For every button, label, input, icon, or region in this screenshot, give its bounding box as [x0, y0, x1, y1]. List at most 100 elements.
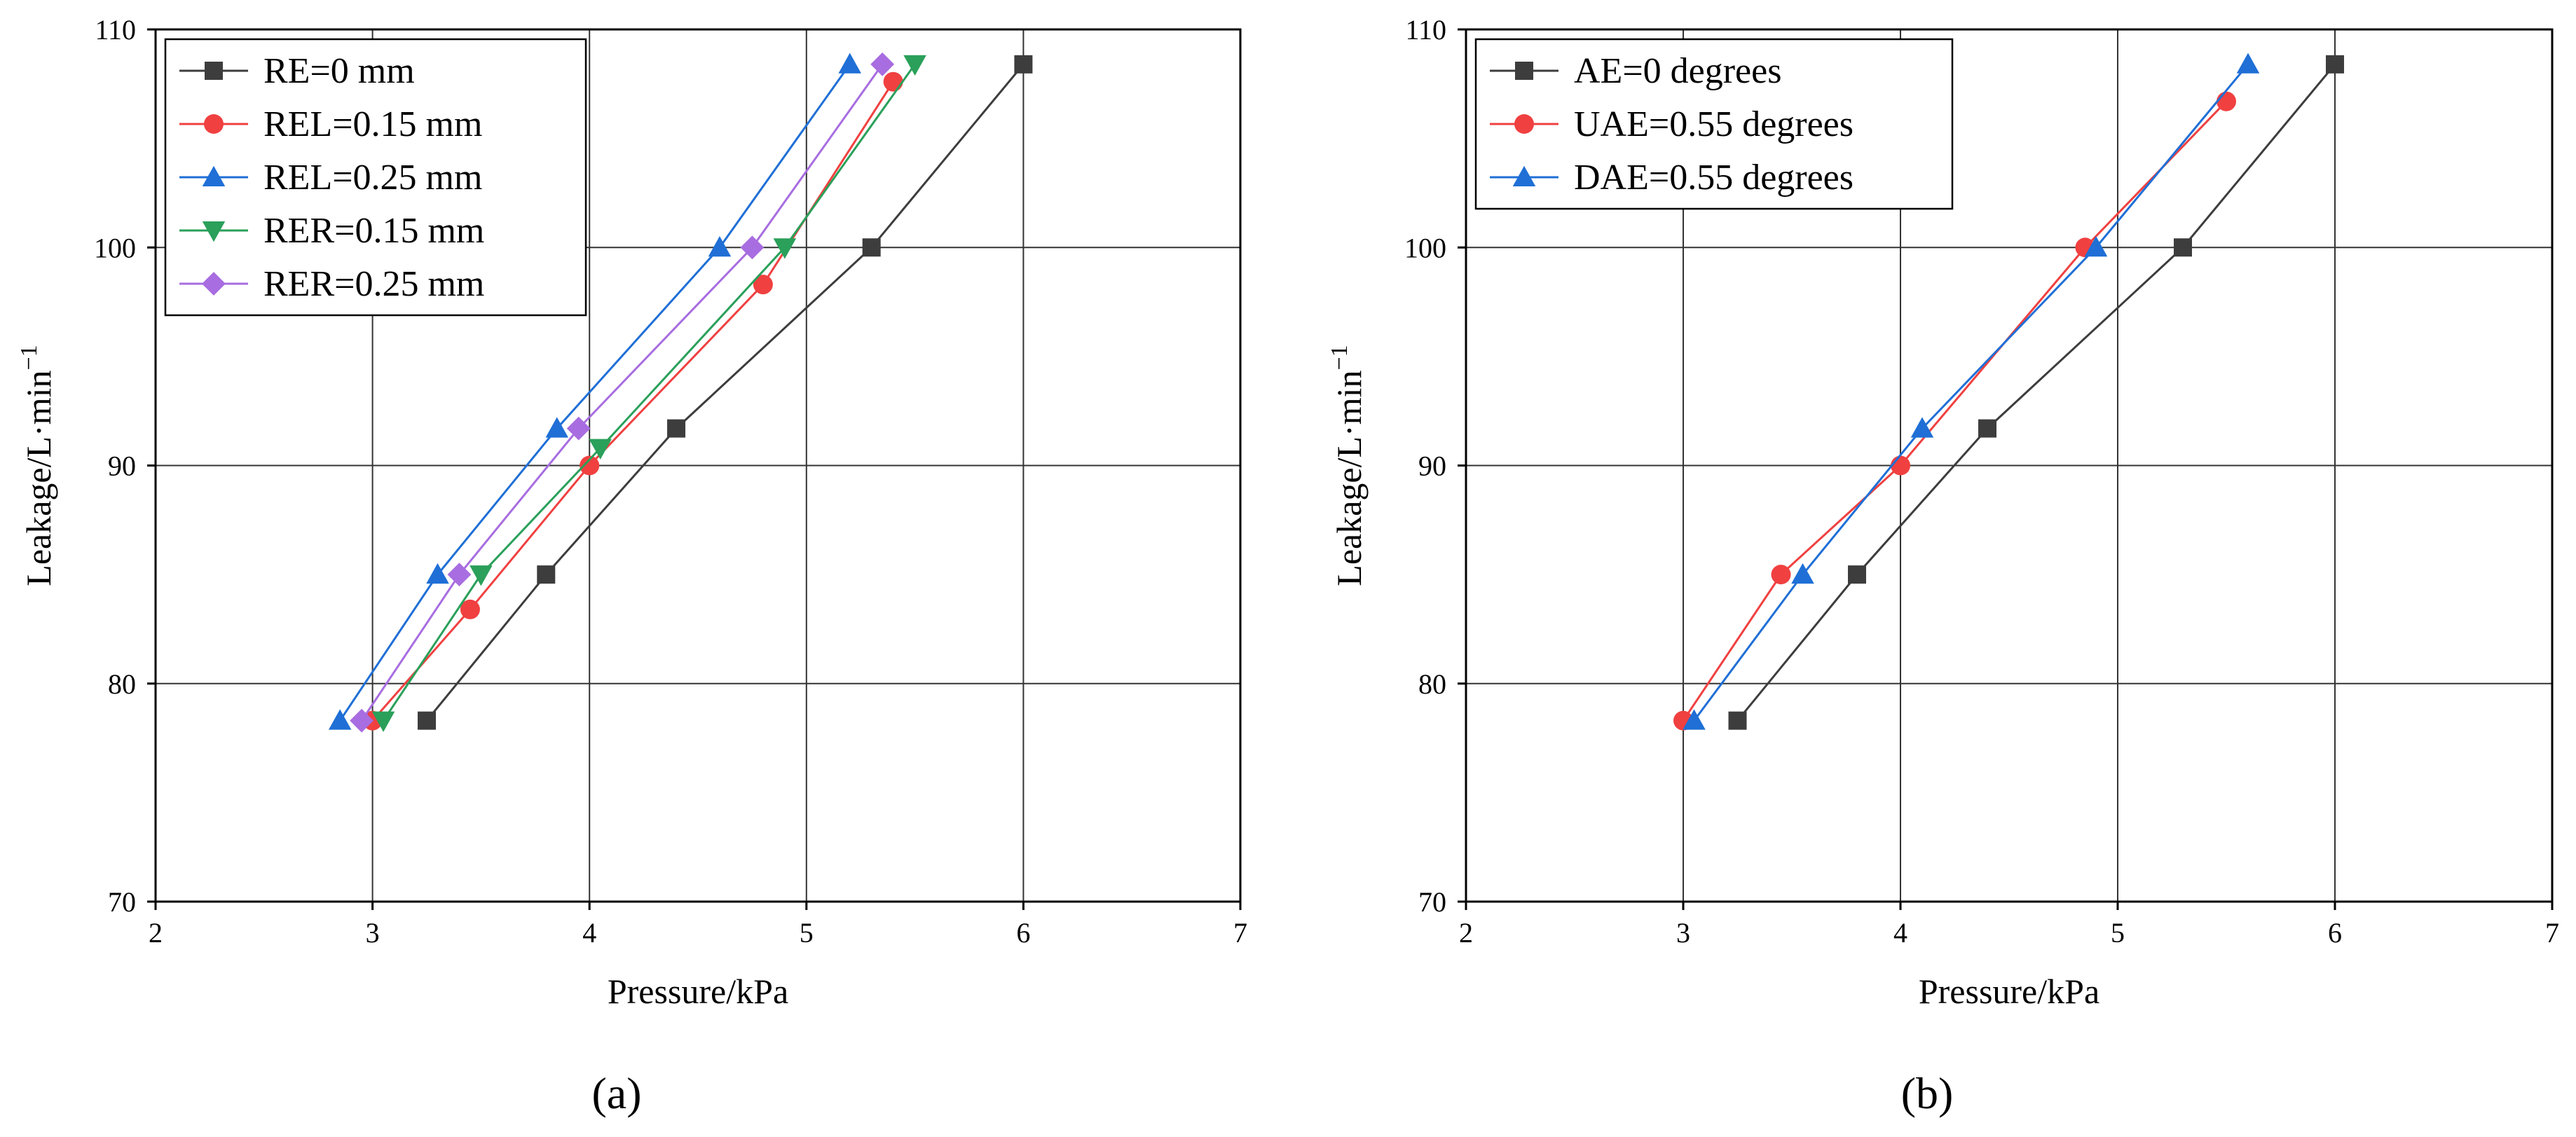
data-point	[862, 238, 881, 257]
y-tick-label: 80	[1418, 668, 1446, 700]
x-tick-label: 5	[2111, 917, 2125, 949]
y-tick-label: 110	[1405, 14, 1446, 46]
x-tick-label: 7	[1233, 917, 1247, 949]
legend-label: DAE=0.55 degrees	[1574, 158, 1854, 198]
y-axis-label-main: Leakage/L·min	[19, 371, 58, 586]
chart-panel-a: 2 3 4 5 6 7 70 80 90 100 110 Pressure/kPa Leakage/L·…	[16, 14, 1247, 1118]
x-tick-label: 7	[2545, 917, 2559, 949]
x-tick-label: 5	[800, 917, 814, 949]
y-tick-label: 80	[108, 668, 136, 700]
data-point	[470, 565, 493, 586]
legend-label: REL=0.15 mm	[263, 104, 482, 144]
x-tick-label: 2	[149, 917, 163, 949]
panel-caption: (b)	[1901, 1068, 1954, 1118]
y-axis-label-superscript: −1	[16, 345, 42, 370]
data-point	[838, 53, 861, 74]
legend-label: REL=0.25 mm	[263, 158, 482, 198]
data-point	[1014, 55, 1033, 74]
y-axis-label-main: Leakage/L·min	[1329, 371, 1369, 586]
legend-item: AE=0 degrees	[1490, 51, 1781, 91]
data-point	[1771, 565, 1791, 585]
x-axis-label: Pressure/kPa	[1919, 972, 2099, 1011]
legend-item: UAE=0.55 degrees	[1490, 104, 1854, 144]
data-point	[883, 71, 903, 92]
data-point	[2174, 238, 2192, 257]
data-point	[2236, 53, 2260, 74]
y-tick-label: 70	[108, 886, 136, 918]
data-point	[460, 599, 480, 619]
data-point	[740, 235, 765, 260]
y-axis-label: Leakage/L·min−1	[16, 345, 58, 586]
legend-item: RER=0.15 mm	[179, 211, 484, 251]
data-point	[566, 416, 591, 441]
data-point	[1891, 455, 1910, 476]
series-3	[1683, 53, 2260, 730]
data-point	[589, 439, 612, 460]
series-5	[350, 52, 895, 733]
data-point	[418, 711, 436, 730]
data-point	[1978, 419, 1996, 438]
legend-marker	[202, 165, 226, 186]
legend-label: RER=0.15 mm	[263, 211, 484, 251]
legend-item: RE=0 mm	[179, 51, 415, 91]
data-point	[708, 236, 732, 257]
y-tick-label: 100	[1404, 232, 1446, 263]
data-point	[1848, 565, 1866, 584]
data-point	[580, 455, 600, 476]
x-tick-label: 3	[1676, 917, 1690, 949]
data-point	[1728, 711, 1747, 730]
data-point	[870, 52, 895, 76]
x-tick-label: 4	[1893, 917, 1907, 949]
series-1	[1728, 55, 2344, 730]
y-axis-label-superscript: −1	[1327, 345, 1352, 370]
data-point	[903, 55, 926, 76]
data-point	[426, 563, 449, 584]
series-2	[1673, 91, 2236, 731]
data-point	[537, 565, 556, 584]
legend-label: AE=0 degrees	[1574, 51, 1781, 91]
legend-marker	[202, 221, 226, 242]
data-point	[1791, 563, 1814, 584]
data-point	[545, 417, 569, 438]
series-3	[328, 53, 861, 730]
data-point	[2084, 236, 2108, 257]
legend-marker	[1512, 165, 1536, 186]
legend-label: UAE=0.55 degrees	[1574, 104, 1854, 144]
data-point	[1683, 709, 1706, 730]
legend-label: RER=0.25 mm	[263, 264, 484, 304]
data-point	[328, 709, 352, 730]
data-point	[350, 708, 374, 733]
data-point	[1910, 417, 1934, 438]
x-tick-label: 6	[2328, 917, 2342, 949]
y-axis-label: Leakage/L·min−1	[1327, 345, 1369, 586]
legend-marker	[1515, 62, 1533, 80]
x-tick-label: 4	[582, 917, 596, 949]
legend-item: RER=0.25 mm	[179, 264, 484, 304]
data-point	[773, 238, 797, 259]
chart-panel-b: 2 3 4 5 6 7 70 80 90 100 110 Pressure/kPa Leakage/L·…	[1327, 14, 2559, 1118]
series-1	[418, 55, 1033, 730]
x-axis-label: Pressure/kPa	[608, 972, 788, 1011]
legend-item: DAE=0.55 degrees	[1490, 158, 1854, 198]
legend-marker	[204, 114, 224, 134]
legend-label: RE=0 mm	[263, 51, 415, 91]
y-tick-label: 90	[1418, 450, 1446, 482]
x-tick-label: 2	[1459, 917, 1473, 949]
data-point	[667, 419, 686, 438]
legend-item: REL=0.25 mm	[179, 158, 482, 198]
data-point	[447, 563, 472, 587]
x-tick-label: 3	[366, 917, 380, 949]
data-point	[371, 711, 395, 732]
legend-marker	[205, 62, 223, 80]
y-tick-label: 100	[94, 232, 136, 263]
legend-marker	[202, 272, 226, 296]
panel-caption: (a)	[591, 1068, 641, 1118]
series-4	[371, 55, 926, 732]
data-point	[2326, 55, 2344, 74]
legend-marker	[1514, 114, 1534, 134]
legend: RE=0 mm REL=0.15 mm REL=0.25 mm RER=0.15 mm…	[164, 38, 587, 317]
x-tick-label: 6	[1016, 917, 1030, 949]
y-tick-label: 110	[95, 14, 136, 46]
y-tick-label: 70	[1418, 886, 1446, 918]
